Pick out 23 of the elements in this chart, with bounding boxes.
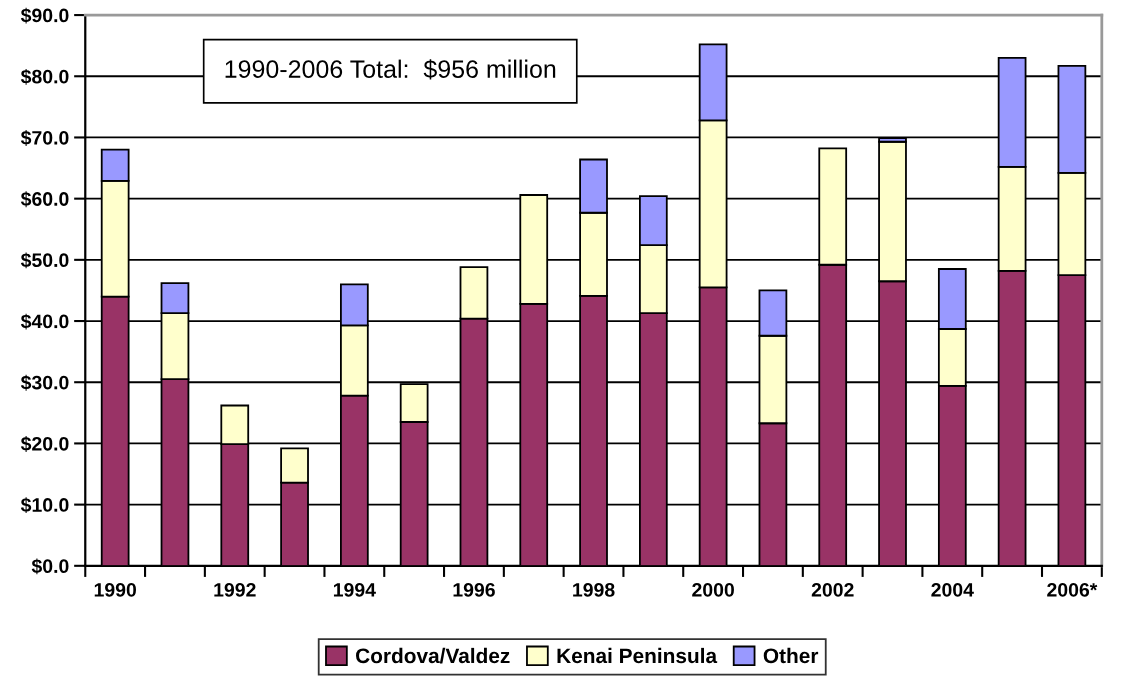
y-tick-label: $20.0 [20,436,69,452]
x-tick-label: 1994 [333,582,376,597]
x-tick-label: 2006* [1047,582,1098,597]
x-tick-label: 2000 [692,582,734,597]
y-tick-label: $80.0 [20,68,69,85]
x-tick-label: 2002 [811,582,854,597]
y-tick-label: $60.0 [20,191,69,208]
y-tick-label: $10.0 [20,497,69,514]
x-tick-label: 1990 [94,582,136,597]
y-tick-label: $30.0 [20,374,69,391]
x-tick-label: 1998 [573,582,615,597]
annotation: 1990-2006 Total: $956 million [225,59,556,80]
y-tick-label: $70.0 [20,130,69,146]
x-tick-label: 1992 [214,582,256,597]
y-tick-label: $90.0 [20,7,69,24]
legend-label: Kenai Peninsula [557,647,718,664]
x-tick-label: 2004 [931,582,974,597]
legend-label: Cordova/Valdez [356,647,510,664]
legend-label: Other [763,647,819,664]
y-tick-label: $0.0 [31,558,69,575]
x-tick-label: 1996 [453,582,495,597]
y-tick-label: $50.0 [20,252,69,269]
y-tick-label: $40.0 [20,313,69,330]
